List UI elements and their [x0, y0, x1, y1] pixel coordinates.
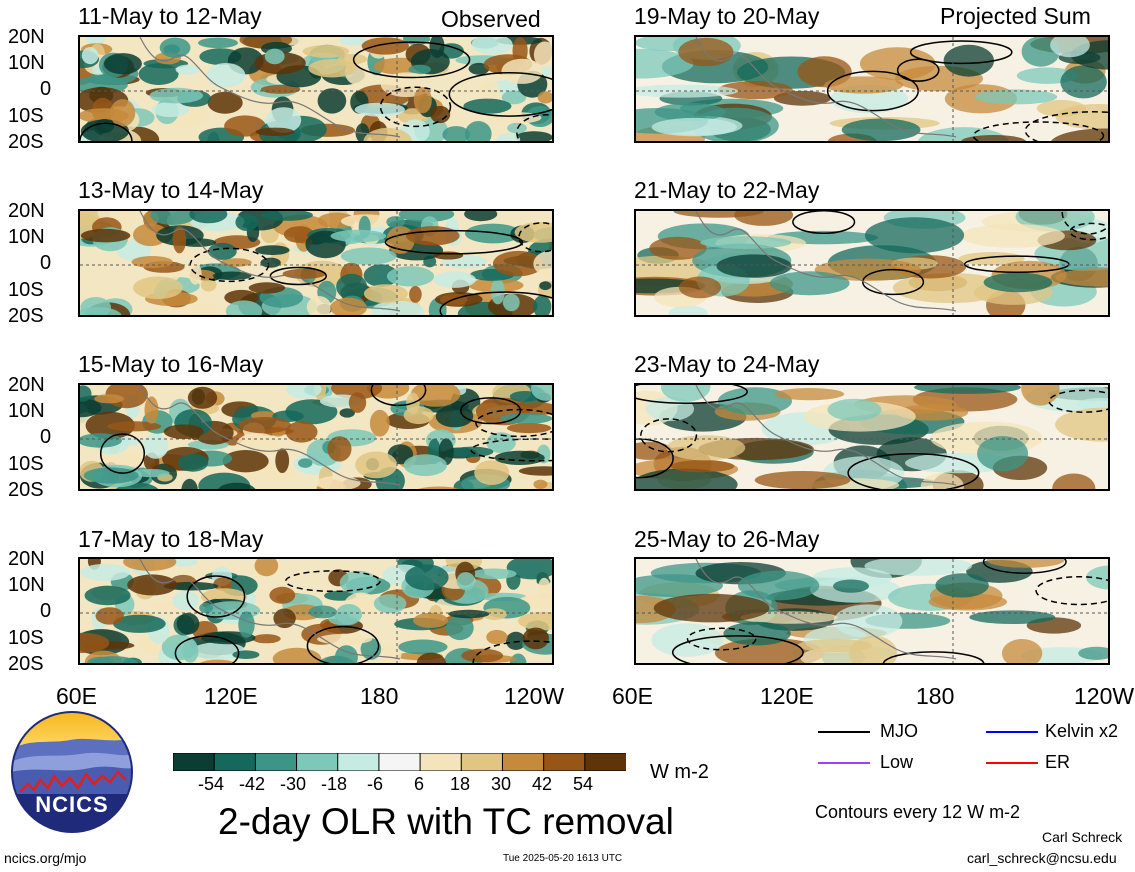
olr-map-panel	[634, 209, 1110, 317]
olr-map-panel	[634, 35, 1110, 143]
lat-label: 10N	[8, 574, 45, 596]
olr-map-graphic	[636, 211, 1108, 315]
colorbar-tick: -54	[198, 774, 225, 794]
footer-url: ncics.org/mjo	[4, 850, 87, 866]
olr-map-graphic	[636, 559, 1108, 663]
lat-label: 10S	[8, 105, 44, 127]
colorbar-swatch	[543, 752, 586, 772]
legend-line-er	[986, 762, 1038, 764]
legend-label: MJO	[880, 721, 918, 741]
olr-map-graphic	[636, 37, 1108, 141]
lat-label: 0	[40, 78, 52, 100]
lon-label: 60E	[56, 683, 97, 709]
lat-label: 10S	[8, 453, 44, 475]
figure-title: 2-day OLR with TC removal	[218, 801, 674, 842]
legend-label: Kelvin x2	[1045, 721, 1119, 741]
olr-map-panel	[78, 209, 554, 317]
panel-date: 25-May to 26-May	[634, 526, 820, 552]
colorbar-units: W m-2	[650, 761, 709, 783]
footer-timestamp: Tue 2025-05-20 1613 UTC	[503, 853, 623, 864]
panel-date: 11-May to 12-May	[78, 3, 262, 29]
colorbar-swatch	[378, 752, 422, 772]
lat-label: 10N	[8, 226, 45, 248]
lon-label: 120W	[1074, 683, 1135, 709]
olr-map-graphic	[80, 385, 552, 489]
olr-map-graphic	[636, 385, 1108, 489]
colorbar-tick: -30	[280, 774, 307, 794]
legend-line-mjo	[818, 731, 870, 733]
lat-label: 0	[40, 600, 52, 622]
lon-label: 120E	[760, 683, 814, 709]
lat-label: 0	[40, 252, 52, 274]
olr-map-panel	[634, 557, 1110, 665]
colorbar-swatch	[172, 752, 216, 772]
panel-date: 17-May to 18-May	[78, 526, 264, 552]
colorbar-swatch	[213, 752, 257, 772]
lat-label: 20N	[8, 374, 45, 396]
olr-map-graphic	[80, 37, 552, 141]
panel-date: 13-May to 14-May	[78, 177, 264, 203]
colorbar-tick: 42	[532, 774, 553, 794]
lat-label: 10N	[8, 52, 45, 74]
lat-label: 20S	[8, 653, 44, 675]
lat-label: 20N	[8, 548, 45, 570]
lon-label: 180	[916, 683, 955, 709]
footer-email: carl_schreck@ncsu.edu	[967, 850, 1117, 866]
olr-map-panel	[78, 557, 554, 665]
footer-author: Carl Schreck	[1042, 829, 1123, 845]
olr-map-panel	[634, 383, 1110, 491]
colorbar-swatch	[501, 752, 545, 772]
lat-label: 20S	[8, 479, 44, 501]
colorbar-tick: 30	[491, 774, 512, 794]
colorbar-swatch	[460, 752, 504, 772]
lat-label: 20S	[8, 131, 44, 153]
colorbar-swatch	[296, 752, 339, 772]
lon-label: 120W	[504, 683, 565, 709]
lat-label: 10S	[8, 627, 44, 649]
colorbar-swatch	[419, 752, 463, 772]
lon-label: 120E	[204, 683, 258, 709]
logo-text: NCICS	[35, 792, 109, 817]
legend-line-low	[818, 762, 870, 764]
legend-line-kelvin	[986, 731, 1038, 733]
contour-interval-note: Contours every 12 W m-2	[815, 802, 1021, 822]
lat-label: 20N	[8, 26, 45, 48]
legend-label: Low	[880, 752, 914, 772]
ncics-logo: NCICS	[10, 710, 134, 834]
lat-label: 0	[40, 426, 52, 448]
lat-label: 10N	[8, 400, 45, 422]
colorbar-tick: 18	[450, 774, 471, 794]
colorbar	[172, 752, 628, 772]
panel-date: 19-May to 20-May	[634, 3, 820, 29]
olr-map-panel	[78, 35, 554, 143]
olr-map-graphic	[80, 559, 552, 663]
panel-date: 21-May to 22-May	[634, 177, 820, 203]
olr-map-graphic	[80, 211, 552, 315]
colorbar-swatch	[254, 752, 298, 772]
panel-source-label: Observed	[441, 6, 541, 32]
lat-label: 20N	[8, 200, 45, 222]
lon-label: 180	[360, 683, 399, 709]
colorbar-swatch	[584, 752, 628, 772]
colorbar-tick: -42	[239, 774, 266, 794]
colorbar-swatch	[337, 752, 380, 772]
lat-label: 20S	[8, 305, 44, 327]
colorbar-swatches	[172, 752, 628, 772]
colorbar-tick: 54	[573, 774, 594, 794]
panel-source-label: Projected Sum	[940, 3, 1091, 29]
legend-label: ER	[1045, 752, 1071, 772]
colorbar-tick: 6	[414, 774, 425, 794]
colorbar-tick: -18	[321, 774, 348, 794]
panel-date: 23-May to 24-May	[634, 351, 820, 377]
olr-map-panel	[78, 383, 554, 491]
panel-date: 15-May to 16-May	[78, 351, 264, 377]
colorbar-tick: -6	[367, 774, 384, 794]
lon-label: 60E	[612, 683, 653, 709]
lat-label: 10S	[8, 279, 44, 301]
